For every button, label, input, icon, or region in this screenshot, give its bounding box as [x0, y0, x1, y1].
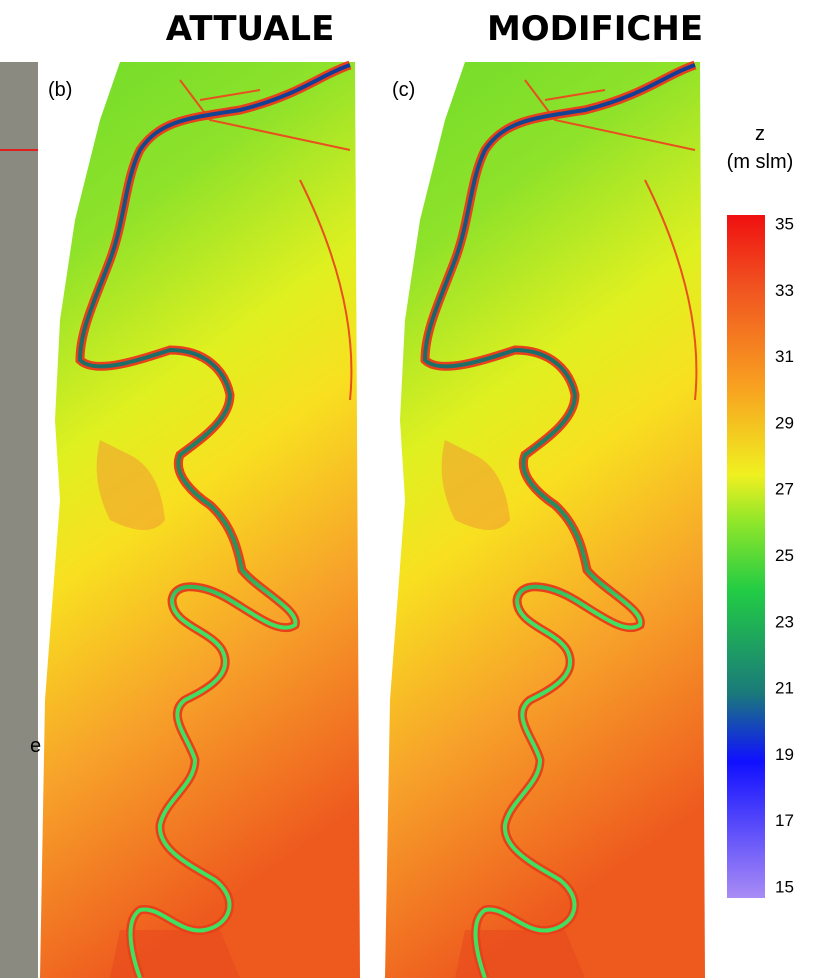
- colorbar: [727, 215, 765, 898]
- panel-title: MODIFICHE: [487, 9, 703, 49]
- colorbar-tick-label: 23: [775, 612, 794, 631]
- panel-title: ATTUALE: [166, 9, 335, 49]
- colorbar-tick-label: 33: [775, 281, 794, 300]
- fragment-text: e: [30, 735, 41, 757]
- colorbar-tick-label: 21: [775, 679, 794, 698]
- colorbar-tick-label: 27: [775, 480, 794, 499]
- colorbar-tick-label: 31: [775, 347, 794, 366]
- colorbar-tick-label: 15: [775, 877, 794, 896]
- map-panel: [385, 62, 705, 978]
- colorbar-tick-label: 29: [775, 413, 794, 432]
- map-panel: [40, 62, 360, 978]
- panel-label: (b): [48, 79, 72, 101]
- colorbar-tick-label: 25: [775, 546, 794, 565]
- colorbar-ticks: 35 33 31 29 27 25 23 21 19 17 15: [775, 214, 794, 896]
- colorbar-tick-label: 35: [775, 214, 794, 233]
- aerial-strip: [0, 62, 38, 978]
- colorbar-tick-label: 19: [775, 745, 794, 764]
- legend-title: z: [755, 123, 765, 145]
- colorbar-tick-label: 17: [775, 811, 794, 830]
- panel-label: (c): [392, 79, 415, 101]
- legend-title: (m slm): [727, 151, 794, 173]
